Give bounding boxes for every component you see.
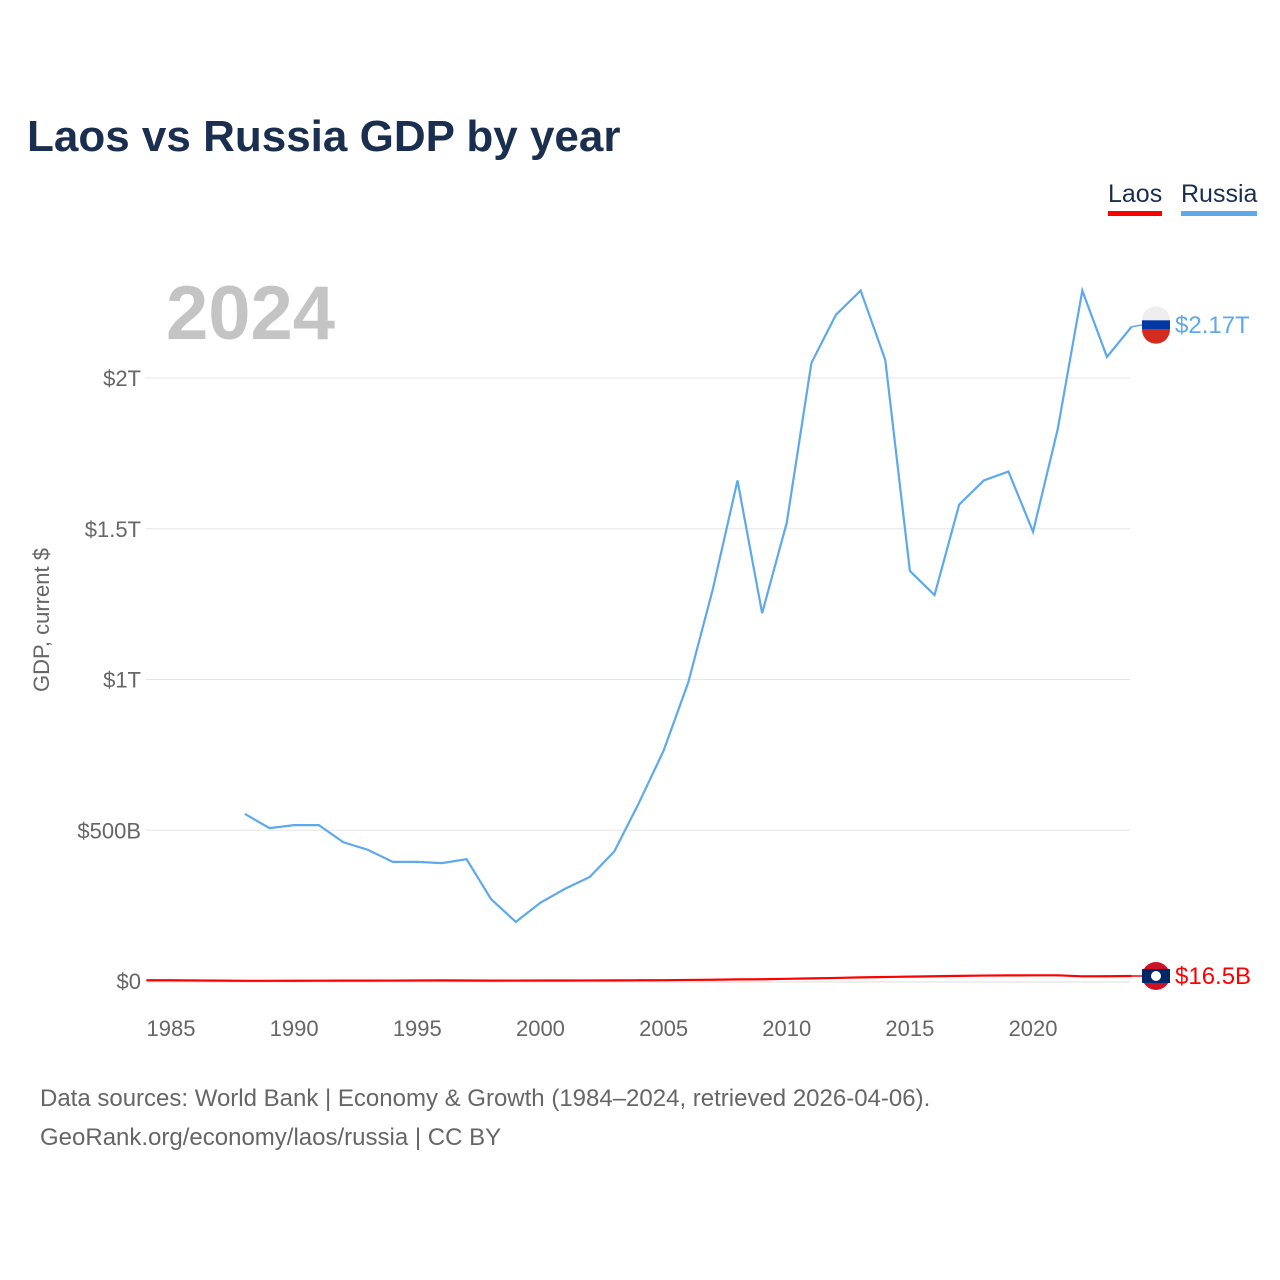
x-tick-label: 1985 — [147, 1016, 196, 1041]
series-line-laos — [146, 974, 1132, 982]
russia-flag-icon — [1142, 329, 1170, 344]
x-tick-label: 2005 — [639, 1016, 688, 1041]
russia-flag-icon — [1142, 306, 1170, 321]
x-tick-label: 2000 — [516, 1016, 565, 1041]
year-watermark: 2024 — [166, 271, 336, 356]
y-tick-label: $2T — [103, 366, 141, 391]
y-tick-label: $0 — [117, 969, 141, 994]
y-tick-label: $500B — [77, 818, 141, 843]
legend-item-russia[interactable]: Russia — [1181, 180, 1258, 216]
end-connector — [1131, 324, 1143, 328]
end-value-label-laos: $16.5B — [1175, 963, 1251, 990]
russia-flag-icon — [1142, 320, 1170, 330]
laos-flag-icon — [1151, 971, 1161, 981]
series-line-russia — [244, 286, 1133, 924]
footer-credit[interactable]: GeoRank.org/economy/laos/russia | CC BY — [40, 1124, 502, 1151]
x-tick-label: 2010 — [762, 1016, 811, 1041]
chart-title: Laos vs Russia GDP by year — [27, 112, 621, 161]
x-tick-label: 1995 — [393, 1016, 442, 1041]
x-tick-label: 1990 — [270, 1016, 319, 1041]
y-tick-label: $1T — [103, 668, 141, 693]
x-tick-label: 2015 — [885, 1016, 934, 1041]
y-tick-label: $1.5T — [85, 517, 141, 542]
end-value-label-russia: $2.17T — [1175, 312, 1250, 339]
footer-sources: Data sources: World Bank | Economy & Gro… — [40, 1085, 931, 1112]
x-tick-label: 2020 — [1009, 1016, 1058, 1041]
legend-item-laos[interactable]: Laos — [1108, 180, 1163, 216]
